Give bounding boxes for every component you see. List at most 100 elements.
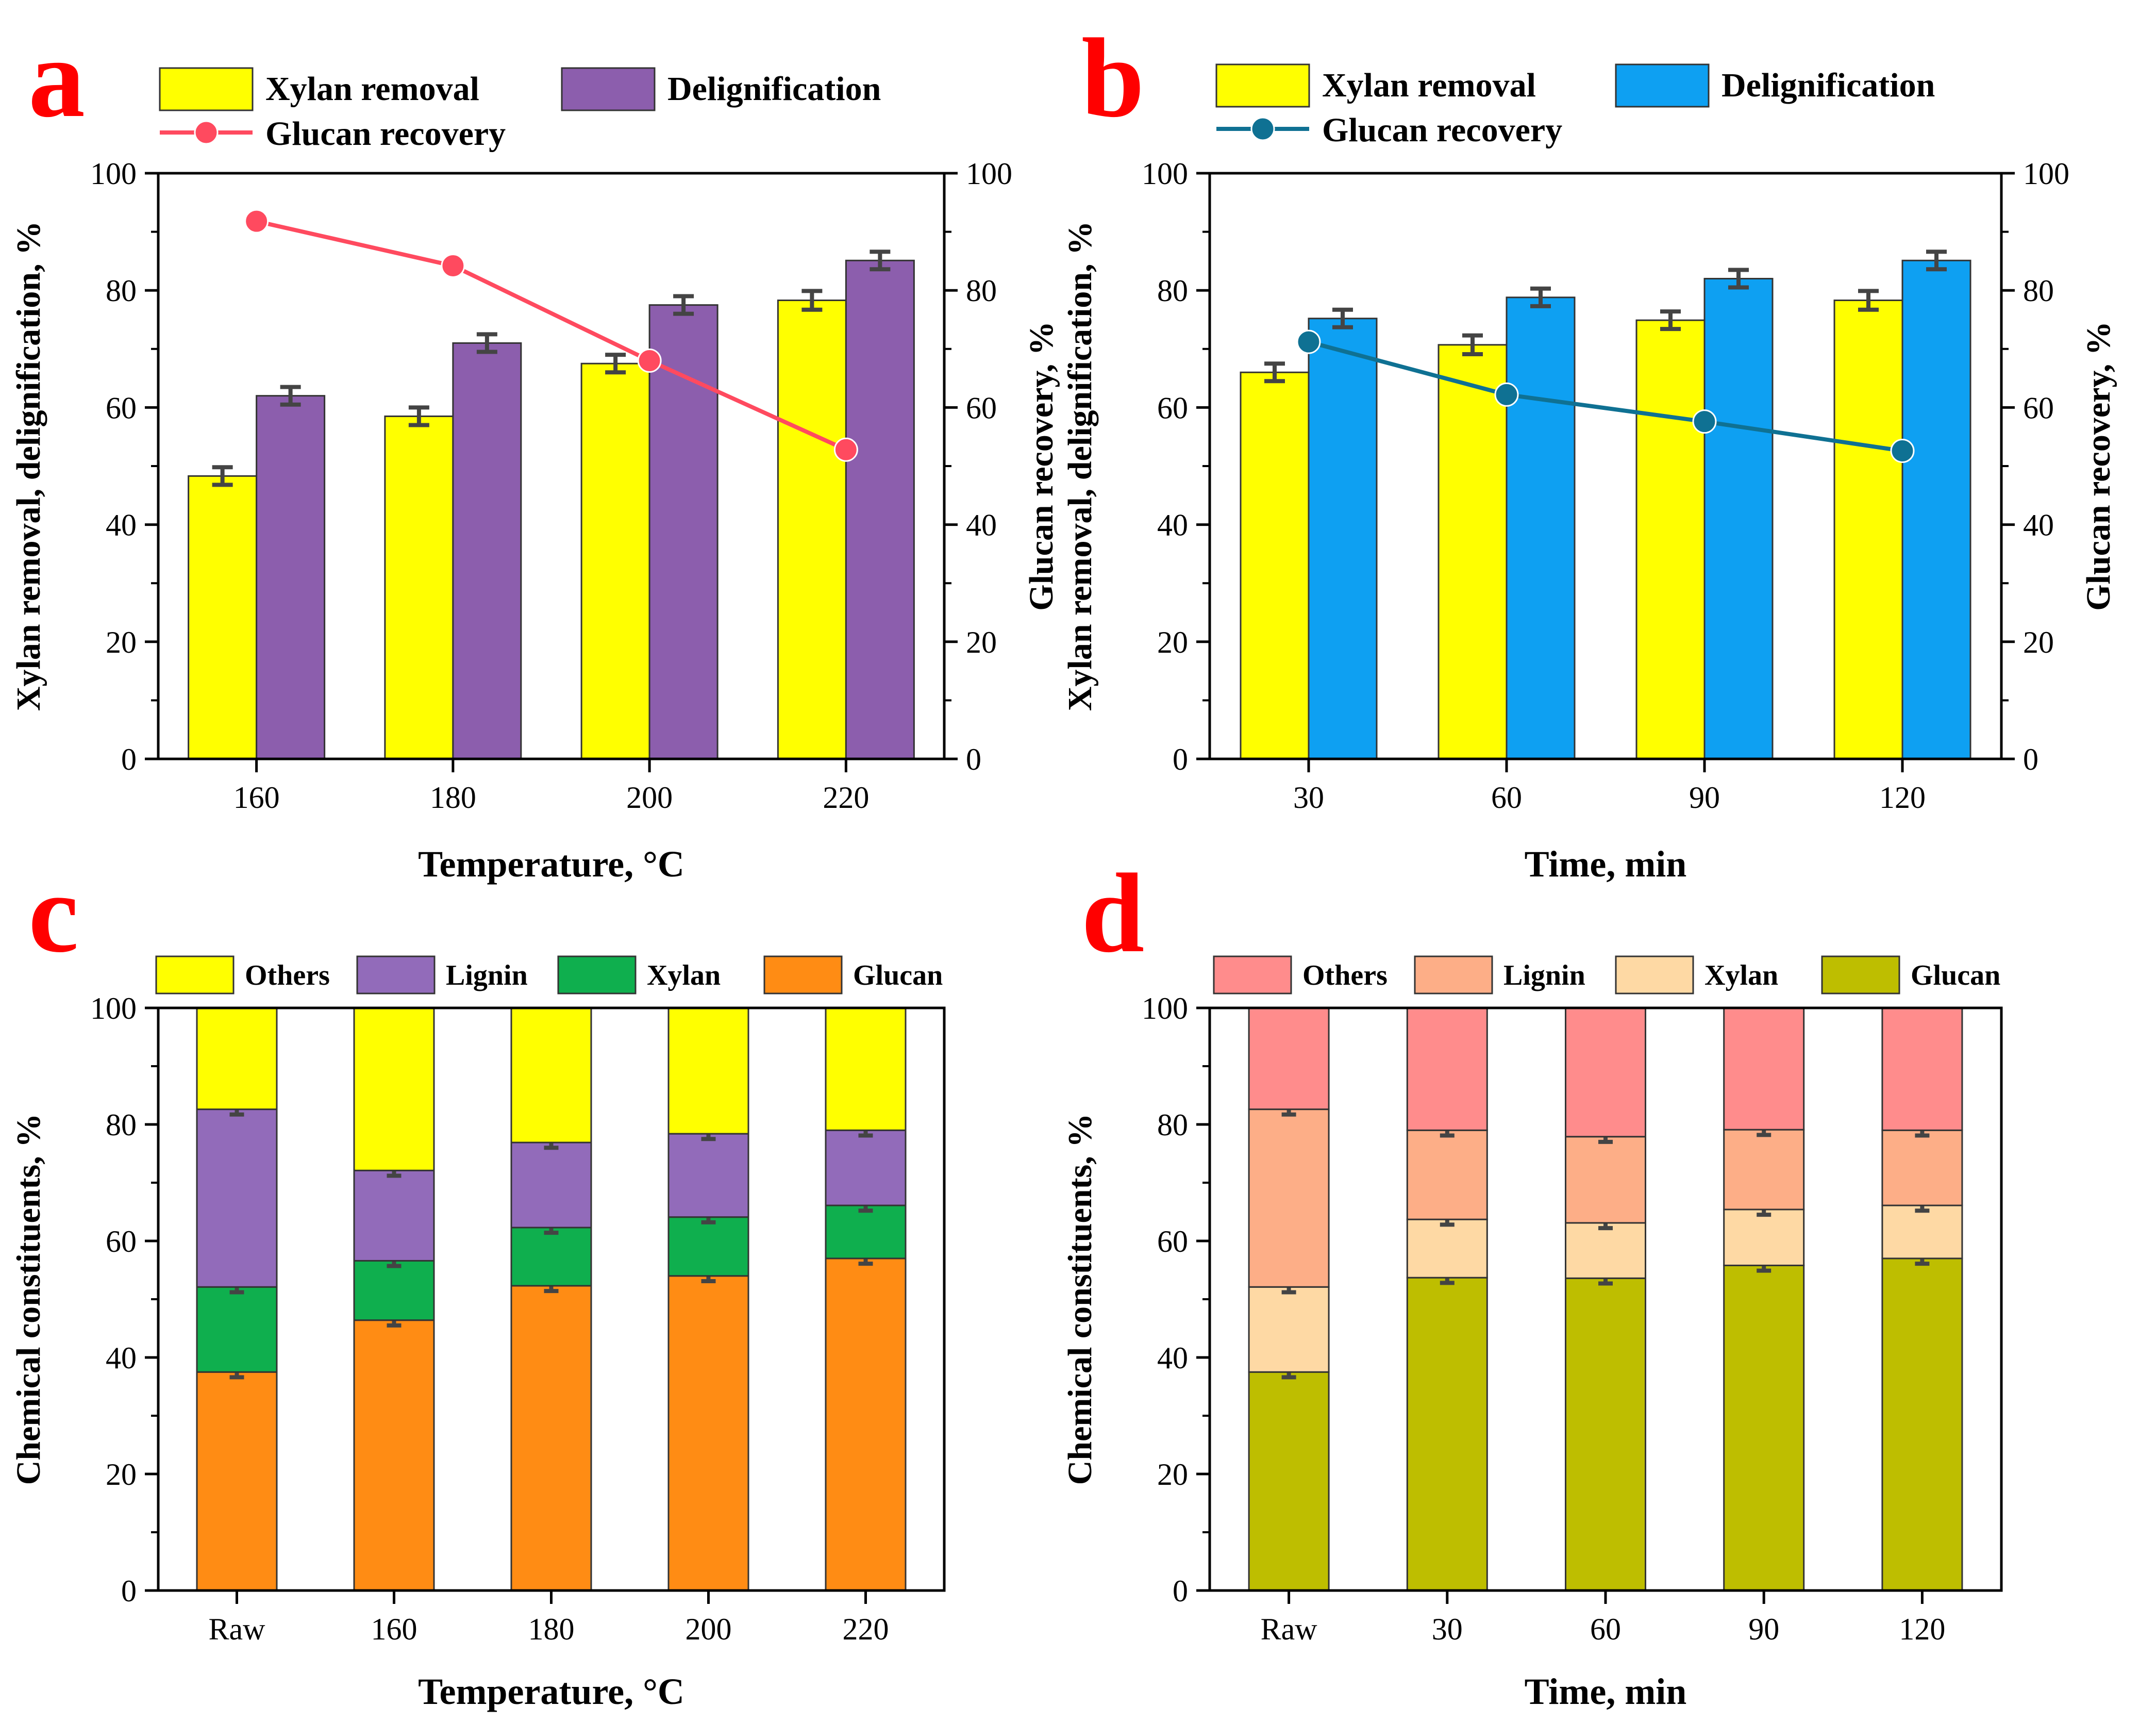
- y-axis-title: Chemical constituents, %: [10, 1114, 47, 1485]
- x-tick-label: 30: [1432, 1612, 1463, 1646]
- stack-glucan: [510, 1285, 592, 1592]
- glucan-recovery-point: [1890, 438, 1915, 463]
- stack-others: [1723, 1007, 1805, 1131]
- panel-letter-d: d: [1081, 850, 1144, 976]
- legend-label: Others: [1302, 959, 1388, 991]
- stack-glucan: [667, 1275, 749, 1592]
- legend: [1215, 63, 1710, 141]
- y-axis-title: Xylan removal, delignification, %: [10, 221, 47, 711]
- x-axis-title: Temperature, °C: [418, 843, 684, 885]
- stack-xylan: [1881, 1204, 1963, 1260]
- y2-tick-label: 100: [2023, 157, 2069, 191]
- legend-swatch: [1414, 955, 1493, 995]
- bar-xylan-removal: [1833, 300, 1903, 760]
- legend-label: Glucan recovery: [265, 115, 506, 153]
- x-tick-label: 200: [626, 781, 673, 815]
- y-tick-label: 20: [1157, 625, 1188, 659]
- legend-label: Delignification: [667, 70, 881, 108]
- axes-panel-b: [1196, 172, 2015, 760]
- panel-letter-c: c: [28, 850, 79, 976]
- glucan-recovery-point: [441, 253, 465, 278]
- x-tick-label: Raw: [1261, 1612, 1318, 1646]
- glucan-recovery-point: [244, 209, 269, 234]
- legend-swatch: [1615, 955, 1694, 995]
- line-glucan-recovery: [1308, 340, 1903, 453]
- line-glucan-recovery: [256, 219, 847, 452]
- bar-delignification: [648, 304, 718, 760]
- y-tick-label: 0: [121, 742, 137, 776]
- x-tick-label: 120: [1899, 1612, 1945, 1646]
- legend: [159, 67, 656, 145]
- legend-label: Glucan recovery: [1322, 111, 1562, 149]
- bar-xylan-removal: [1438, 344, 1508, 760]
- glucan-recovery-point: [637, 349, 662, 373]
- x-tick-label: 160: [371, 1612, 417, 1646]
- legend-label: Others: [245, 959, 330, 991]
- axes-panel-d: [1196, 1006, 2003, 1592]
- stack-others: [353, 1007, 435, 1171]
- stack-xylan: [510, 1227, 592, 1287]
- panel-c: [155, 955, 907, 1604]
- stack-others: [1565, 1007, 1646, 1138]
- y2-tick-label: 100: [966, 157, 1012, 191]
- stack-glucan: [1881, 1257, 1963, 1592]
- stack-xylan: [1248, 1286, 1330, 1373]
- y-tick-label: 60: [106, 1224, 137, 1258]
- x-tick-label: 160: [233, 781, 280, 815]
- stack-xylan: [353, 1260, 435, 1321]
- legend-swatch: [1213, 955, 1292, 995]
- legend-label: Lignin: [446, 959, 528, 991]
- y-tick-label: 80: [1157, 274, 1188, 308]
- stack-others: [196, 1007, 278, 1111]
- legend: [1213, 955, 1900, 995]
- y-tick-label: 100: [90, 157, 137, 191]
- y-axis-title: Xylan removal, delignification, %: [1061, 221, 1099, 711]
- bar-xylan-removal: [188, 475, 258, 760]
- y2-tick-label: 60: [966, 391, 997, 425]
- legend-swatch: [561, 67, 656, 111]
- legend-label: Xylan removal: [265, 70, 479, 108]
- stack-glucan: [1248, 1371, 1330, 1592]
- bar-delignification: [1703, 277, 1774, 760]
- legend-label: Lignin: [1503, 959, 1585, 991]
- stack-lignin: [1565, 1136, 1646, 1224]
- glucan-recovery-point: [1692, 409, 1717, 434]
- stack-glucan: [353, 1319, 435, 1592]
- y-tick-label: 80: [106, 274, 137, 308]
- x-tick-label: 200: [686, 1612, 732, 1646]
- stack-others: [667, 1007, 749, 1135]
- stack-glucan: [196, 1371, 278, 1592]
- y2-tick-label: 20: [966, 625, 997, 659]
- stack-lignin: [1723, 1129, 1805, 1211]
- y-tick-label: 80: [106, 1108, 137, 1142]
- legend-swatch: [1615, 63, 1710, 108]
- stack-others: [1881, 1007, 1963, 1131]
- stack-glucan: [825, 1257, 907, 1592]
- legend-swatch: [1215, 63, 1310, 108]
- x-axis-title: Time, min: [1525, 843, 1687, 885]
- legend-label: Xylan: [1704, 959, 1778, 991]
- x-tick-label: 60: [1491, 781, 1522, 815]
- stack-others: [825, 1007, 907, 1131]
- stack-lignin: [1248, 1108, 1330, 1288]
- legend-swatch: [159, 67, 254, 111]
- y-axis-title: Chemical constituents, %: [1061, 1114, 1099, 1485]
- legend-label: Delignification: [1722, 67, 1935, 104]
- bar-xylan-removal: [384, 415, 454, 760]
- glucan-recovery-point: [833, 437, 858, 462]
- stack-lignin: [667, 1133, 749, 1218]
- y-tick-label: 60: [106, 391, 137, 425]
- y-tick-label: 40: [1157, 1341, 1188, 1375]
- legend-label: Glucan: [1911, 959, 2000, 991]
- panel-letter-a: a: [28, 15, 85, 141]
- bar-xylan-removal: [1635, 319, 1706, 760]
- legend-label: Xylan removal: [1322, 67, 1536, 104]
- legend-swatch: [557, 955, 637, 995]
- stack-lignin: [510, 1141, 592, 1229]
- bar-delignification: [1901, 259, 1971, 760]
- y2-tick-label: 40: [2023, 508, 2054, 542]
- legend-label: Glucan: [853, 959, 943, 991]
- stack-glucan: [1723, 1264, 1805, 1592]
- y2-tick-label: 80: [2023, 274, 2054, 308]
